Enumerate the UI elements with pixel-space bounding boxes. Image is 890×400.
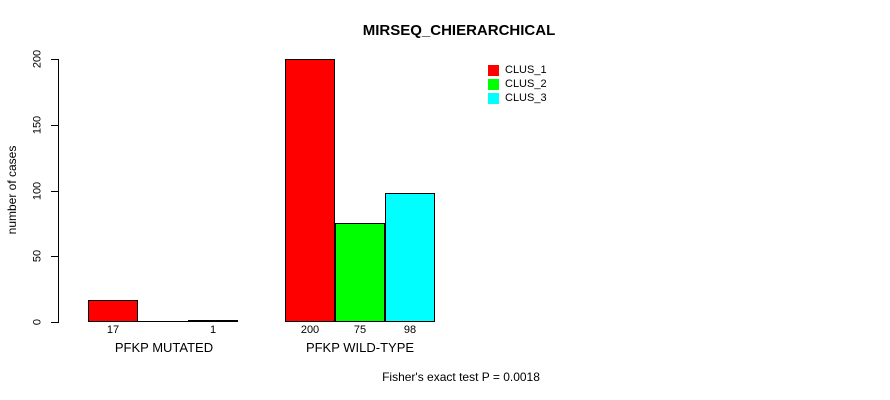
bar-count-label: 200 (300, 324, 320, 336)
bar-count-label: 98 (403, 324, 417, 336)
legend-label-clus-3: CLUS_3 (505, 91, 547, 104)
legend-label-clus-1: CLUS_1 (505, 63, 547, 76)
bar-clus_1-wild-type (285, 59, 335, 322)
legend-item-clus-3: CLUS_3 (488, 91, 547, 105)
legend-item-clus-1: CLUS_1 (488, 63, 547, 77)
legend-swatch-clus-3-icon (488, 92, 499, 104)
bar-count-label: 1 (209, 324, 217, 336)
bar-clus_3-wild-type (385, 193, 435, 322)
bar-count-label: 17 (106, 324, 120, 336)
legend-swatch-clus-2-icon (488, 78, 499, 90)
bar-clus_3-mutated (188, 320, 238, 322)
y-tick-mark (51, 125, 58, 126)
bar-clus_1-mutated (88, 300, 138, 322)
fisher-test-note: Fisher's exact test P = 0.0018 (382, 370, 540, 384)
y-tick-mark (51, 256, 58, 257)
category-label-pfkp-wild-type: PFKP WILD-TYPE (305, 340, 415, 355)
bar-clus_2-mutated (138, 321, 188, 322)
bar-clus_2-wild-type (335, 223, 385, 322)
legend-item-clus-2: CLUS_2 (488, 77, 547, 91)
y-tick-mark (51, 191, 58, 192)
y-axis-line (58, 59, 59, 323)
legend-swatch-clus-1-icon (488, 64, 499, 76)
chart-title: MIRSEQ_CHIERARCHICAL (362, 22, 556, 39)
category-label-pfkp-mutated: PFKP MUTATED (114, 340, 214, 355)
legend-label-clus-2: CLUS_2 (505, 77, 547, 90)
legend: CLUS_1 CLUS_2 CLUS_3 (488, 63, 547, 105)
y-tick-mark (51, 59, 58, 60)
y-tick-mark (51, 322, 58, 323)
bar-count-label: 75 (353, 324, 367, 336)
